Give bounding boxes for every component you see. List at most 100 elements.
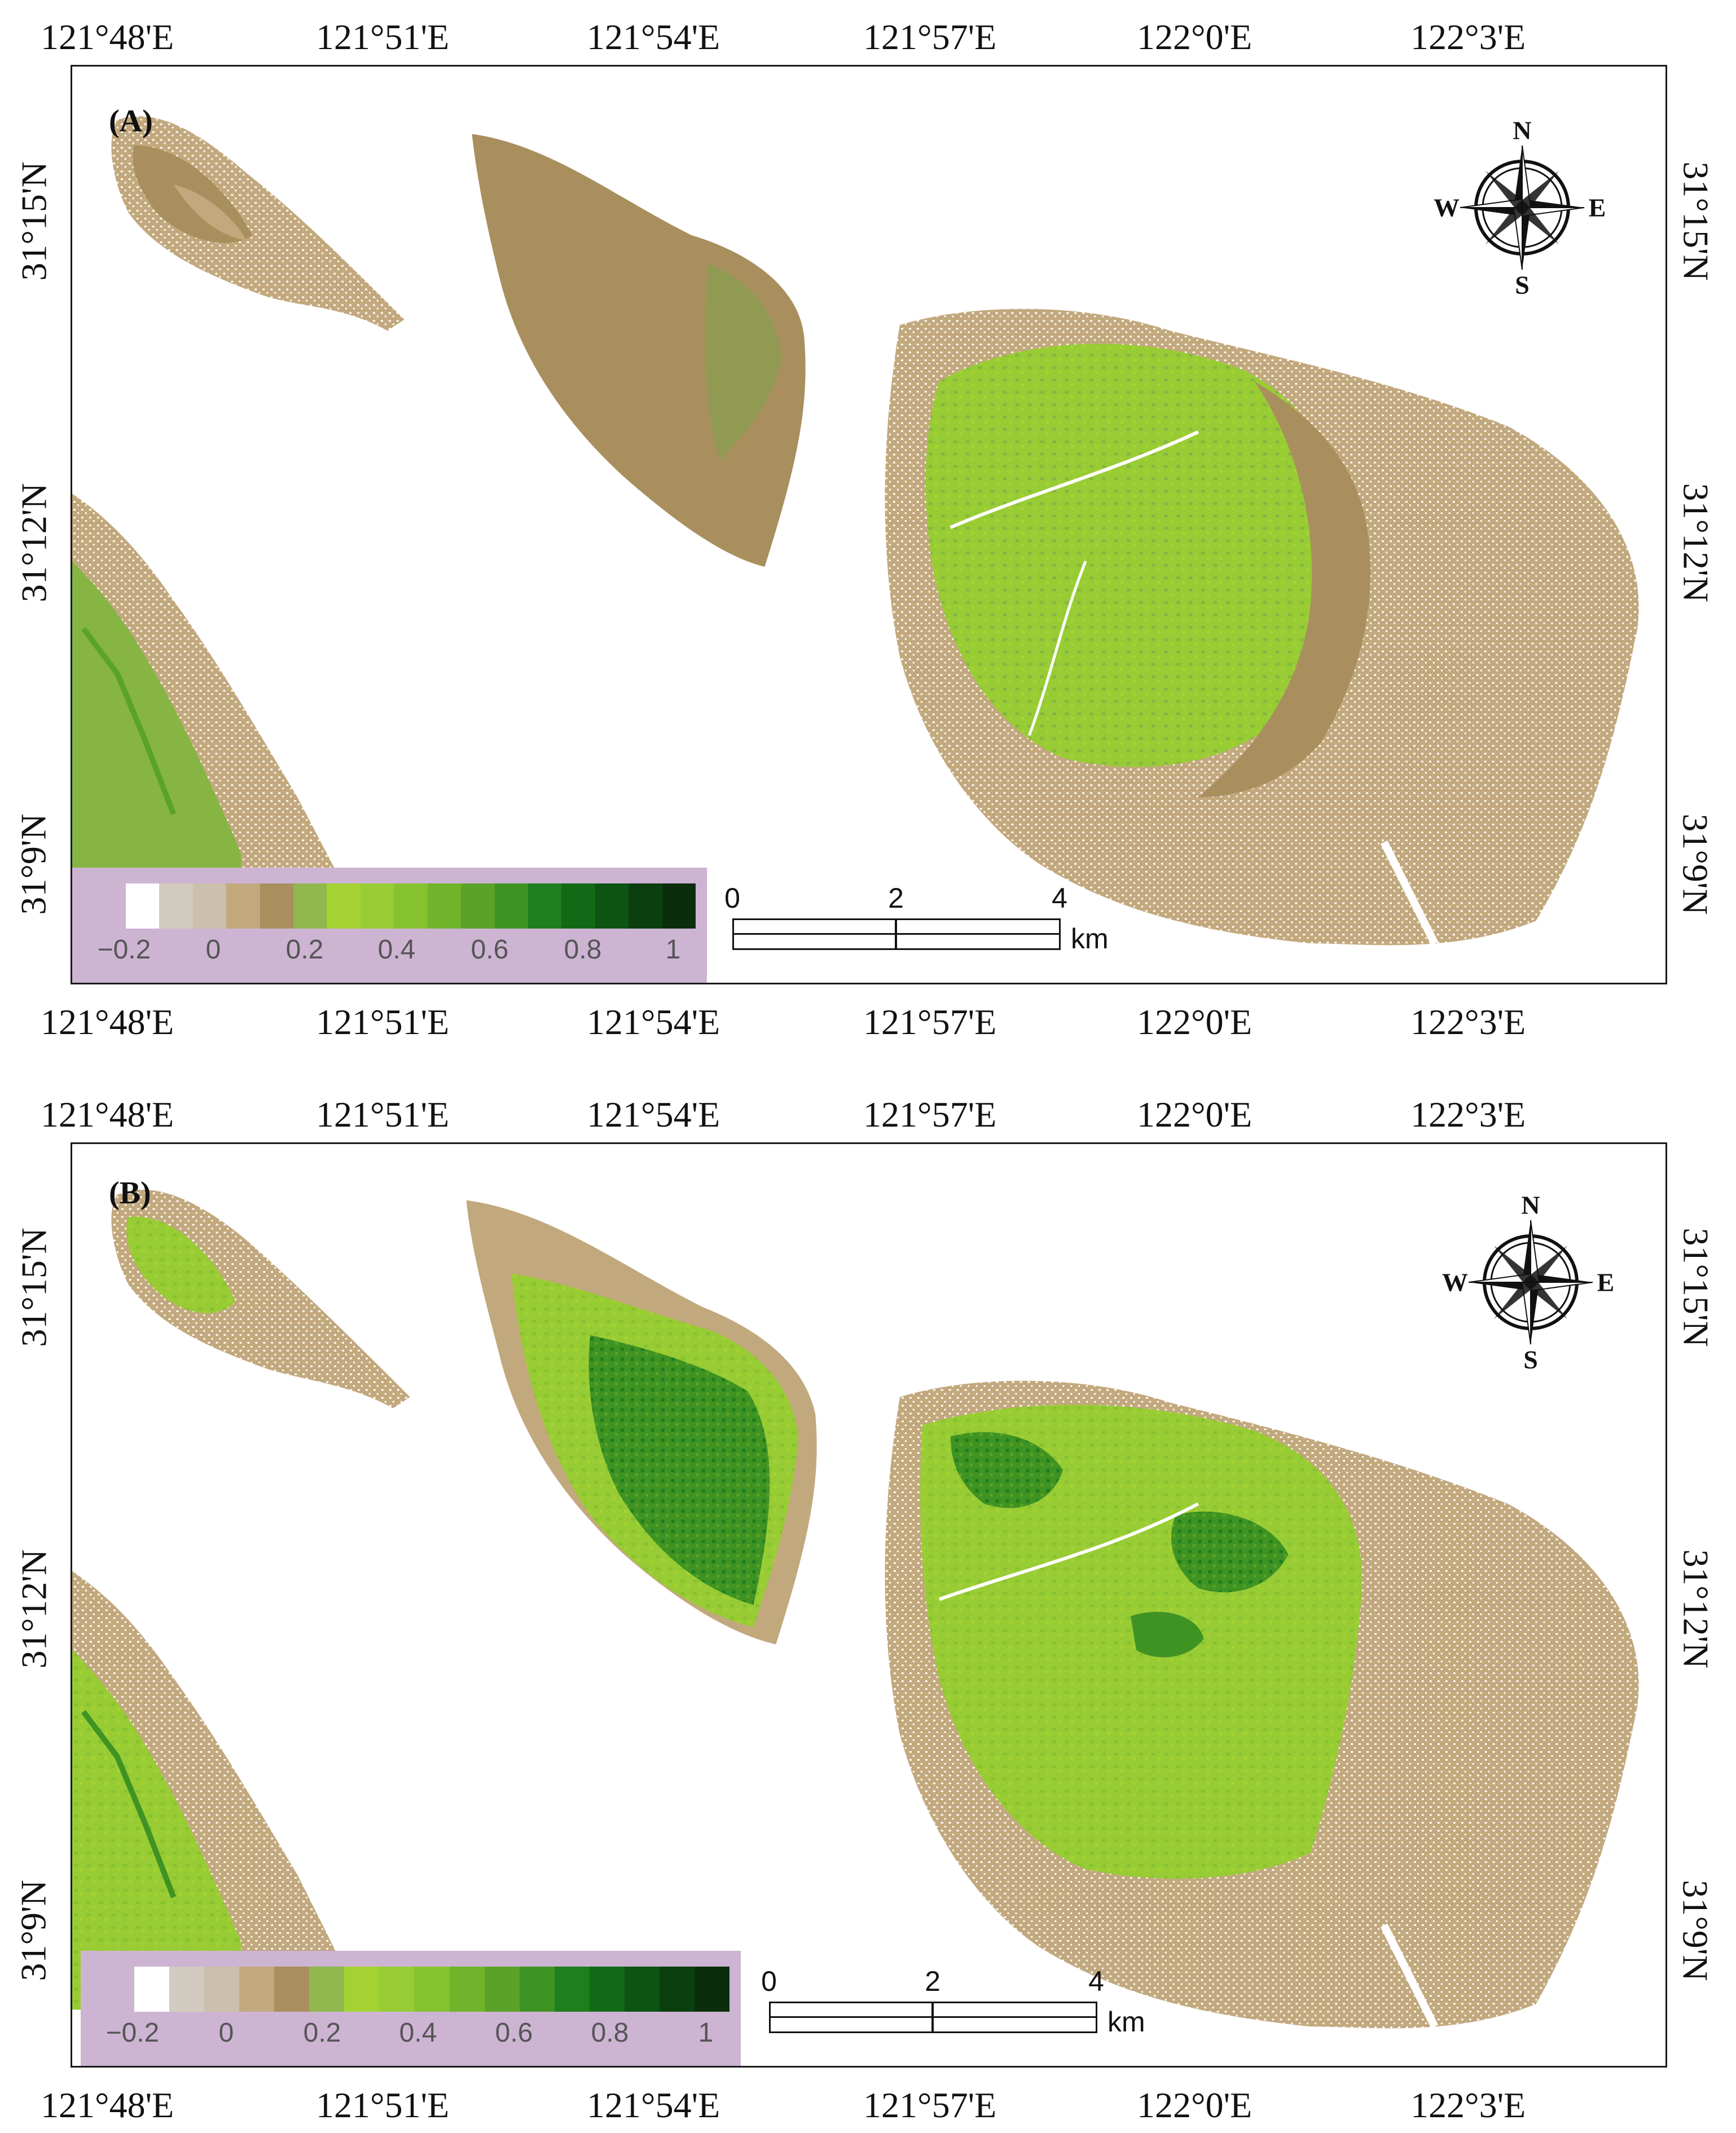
lon-label-bottom: 122°3'E xyxy=(1410,2085,1526,2125)
scale-tick: 0 xyxy=(761,1965,777,1997)
legend-swatch xyxy=(528,883,562,929)
lat-label-right: 31°12'N xyxy=(1676,483,1716,602)
legend-swatch xyxy=(659,1967,695,2012)
lat-label-right: 31°9'N xyxy=(1675,813,1716,915)
compass-rose-icon xyxy=(1460,145,1585,270)
scale-tick: 2 xyxy=(888,882,904,914)
compass-rose: N S E W xyxy=(1434,115,1607,300)
lon-label-bottom: 121°48'E xyxy=(41,2085,174,2125)
legend-swatch xyxy=(595,883,629,929)
lat-label-left: 31°9'N xyxy=(13,813,54,915)
lon-label-bottom: 122°0'E xyxy=(1137,2085,1252,2125)
scale-tick: 4 xyxy=(1088,1965,1104,1997)
scale-tick: 2 xyxy=(925,1965,940,1997)
island-middle xyxy=(472,134,806,567)
lat-label-right: 31°15'N xyxy=(1676,161,1716,281)
legend-swatch xyxy=(226,883,261,929)
compass-west: W xyxy=(1442,1268,1468,1297)
legend-swatch xyxy=(344,1967,380,2012)
lon-label-bottom: 121°51'E xyxy=(316,1002,450,1042)
legend-label: 1 xyxy=(698,2018,714,2048)
legend-swatch xyxy=(589,1967,625,2012)
legend-swatch xyxy=(239,1967,275,2012)
compass-rose-icon xyxy=(1468,1220,1593,1345)
compass-rose: N S E W xyxy=(1442,1189,1615,1374)
map-raster-b xyxy=(72,1189,1639,2029)
legend-swatch xyxy=(169,1967,205,2012)
legend-swatch xyxy=(192,883,227,929)
legend-label: 0.4 xyxy=(377,935,416,965)
lon-label-top: 122°0'E xyxy=(1137,17,1252,57)
scale-bar-divider xyxy=(895,918,897,950)
legend-swatch xyxy=(484,1967,520,2012)
scale-bar: 0 2 4 km xyxy=(724,882,1127,955)
legend-label: 0.4 xyxy=(399,2018,437,2048)
legend-swatch xyxy=(561,883,596,929)
compass-east: E xyxy=(1588,193,1606,222)
compass-west: W xyxy=(1434,193,1460,222)
legend-swatch xyxy=(360,883,394,929)
legend-swatch xyxy=(494,883,529,929)
legend-label: 0 xyxy=(218,2018,234,2048)
legend-swatch xyxy=(624,1967,660,2012)
legend-label: 0.2 xyxy=(303,2018,341,2048)
lon-label-top: 122°0'E xyxy=(1137,1094,1252,1134)
legend-label: 0.6 xyxy=(471,935,509,965)
legend-swatch xyxy=(126,883,160,929)
lon-label-top: 121°48'E xyxy=(41,17,174,57)
scale-tick: 4 xyxy=(1052,882,1067,914)
legend-swatch xyxy=(662,883,696,929)
legend-swatch xyxy=(461,883,495,929)
scale-bar: 0 2 4 km xyxy=(761,1965,1164,2038)
compass-north: N xyxy=(1521,1190,1540,1220)
legend-label: 0 xyxy=(205,935,221,965)
lon-label-top: 121°51'E xyxy=(316,17,450,57)
legend-swatch xyxy=(414,1967,450,2012)
scale-unit: km xyxy=(1107,2006,1145,2038)
legend-swatch xyxy=(134,1967,170,2012)
legend-swatch xyxy=(379,1967,415,2012)
lon-label-top: 121°57'E xyxy=(863,17,997,57)
lon-label-bottom: 122°3'E xyxy=(1410,1002,1526,1042)
lat-label-left: 31°9'N xyxy=(13,1880,54,1981)
lat-label-left: 31°15'N xyxy=(14,161,54,281)
legend-label: −0.2 xyxy=(106,2018,160,2048)
lon-label-top: 121°54'E xyxy=(587,1094,720,1134)
legend-swatch xyxy=(274,1967,310,2012)
legend-label: 0.6 xyxy=(495,2018,533,2048)
panel-label: (B) xyxy=(109,1176,151,1211)
lon-label-bottom: 121°54'E xyxy=(587,1002,720,1042)
panel-b: 121°48'E 121°51'E 121°54'E 121°57'E 122°… xyxy=(0,1072,1736,2133)
lon-label-top: 122°3'E xyxy=(1410,1094,1526,1134)
lat-label-left: 31°15'N xyxy=(14,1228,54,1347)
lon-label-top: 121°57'E xyxy=(863,1094,997,1134)
lon-label-top: 121°54'E xyxy=(587,17,720,57)
lon-label-bottom: 121°57'E xyxy=(863,1002,997,1042)
legend: −0.2 0 0.2 0.4 0.6 0.8 1 xyxy=(72,868,707,983)
lon-label-top: 121°51'E xyxy=(316,1094,450,1134)
lon-label-bottom: 122°0'E xyxy=(1137,1002,1252,1042)
scale-bar-divider xyxy=(931,2002,934,2033)
legend-swatch xyxy=(629,883,663,929)
lon-label-bottom: 121°48'E xyxy=(41,1002,174,1042)
panel-label: (A) xyxy=(109,104,153,139)
lon-label-bottom: 121°57'E xyxy=(863,2085,997,2125)
legend-swatch xyxy=(309,1967,345,2012)
legend-swatch xyxy=(519,1967,555,2012)
legend-swatch xyxy=(204,1967,240,2012)
compass-south: S xyxy=(1523,1345,1538,1374)
compass-east: E xyxy=(1597,1268,1615,1297)
map-frame: (B) N S E W −0.2 0 0.2 0 xyxy=(71,1142,1667,2068)
legend-swatch xyxy=(427,883,462,929)
legend-swatch xyxy=(694,1967,730,2012)
legend-swatch xyxy=(554,1967,590,2012)
legend-swatch xyxy=(260,883,294,929)
lon-label-top: 121°48'E xyxy=(41,1094,174,1134)
legend-label: 0.8 xyxy=(564,935,602,965)
lat-label-left: 31°12'N xyxy=(14,483,54,602)
legend-swatch xyxy=(394,883,428,929)
legend: −0.2 0 0.2 0.4 0.6 0.8 1 xyxy=(81,1951,741,2066)
legend-swatch xyxy=(293,883,327,929)
legend-label: 1 xyxy=(665,935,681,965)
legend-swatch xyxy=(159,883,194,929)
